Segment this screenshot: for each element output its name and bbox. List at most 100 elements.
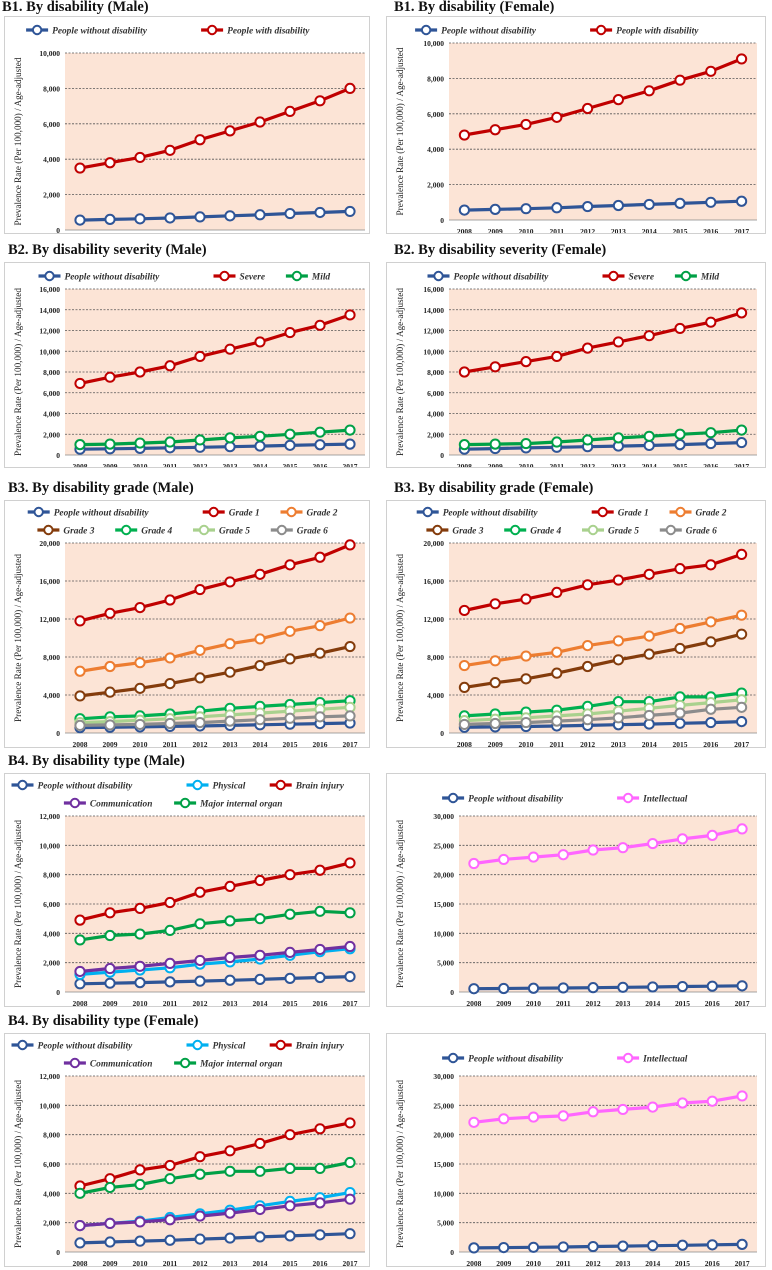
series-line-communication: [79, 1197, 351, 1228]
data-point: [468, 1116, 480, 1128]
data-point: [527, 1241, 540, 1253]
x-tick-label: 2017: [343, 1259, 358, 1266]
data-point: [736, 980, 748, 992]
data-point: [254, 973, 266, 985]
legend-item-communication: Communication: [63, 1057, 153, 1070]
data-point: [612, 696, 624, 708]
data-point: [489, 438, 501, 450]
legend-label: Communication: [90, 1060, 153, 1070]
y-tick-label: 25,000: [433, 841, 454, 850]
legend-swatch-marker: [43, 524, 54, 536]
y-tick-label: 20,000: [423, 539, 444, 548]
series-severe: [458, 307, 748, 378]
data-point: [134, 437, 146, 449]
data-point: [314, 711, 326, 723]
legend-item-physical: Physical: [186, 779, 246, 792]
legend-label: Grade 2: [307, 509, 338, 519]
data-point: [254, 430, 266, 442]
data-point: [314, 319, 326, 331]
y-tick-label: 4,000: [43, 691, 60, 700]
legend-label: Severe: [240, 273, 266, 283]
data-point: [254, 659, 266, 672]
data-point: [314, 206, 326, 219]
y-tick-label: 6,000: [43, 120, 60, 129]
data-point: [104, 929, 116, 942]
data-point: [705, 316, 717, 328]
chart-svg-b4m: 0 2,000 4,000 6,000 8,000 10,000 12,000 2008 200…: [11, 779, 365, 1006]
x-tick-label: 2017: [734, 462, 749, 467]
data-point: [676, 980, 689, 993]
data-point: [736, 424, 748, 436]
y-tick-label: 8,000: [427, 653, 444, 662]
y-tick-label: 10,000: [39, 347, 60, 356]
data-point: [134, 657, 146, 669]
data-point: [489, 677, 501, 689]
y-axis-label: Prevalence Rate (Per 100,000) / Age-adju…: [395, 47, 405, 215]
data-point: [224, 880, 236, 893]
x-tick-label: 2012: [580, 462, 595, 467]
series-line-people-with-disability: [79, 86, 351, 170]
legend-swatch-marker: [665, 524, 676, 536]
x-tick-label: 2008: [466, 1259, 481, 1266]
x-tick-label: 2011: [163, 1259, 178, 1266]
data-point: [164, 1159, 176, 1172]
y-tick-label: 2,000: [43, 430, 60, 439]
data-point: [104, 371, 116, 383]
series-line-grade-3: [79, 645, 351, 698]
x-tick-label: 2010: [133, 1259, 148, 1266]
data-point: [314, 943, 326, 956]
data-point: [74, 934, 86, 946]
series-line-severe: [79, 313, 351, 385]
legend-label: Grade 1: [618, 509, 649, 519]
y-tick-label: 5,000: [437, 1219, 454, 1228]
series-line-grade-5: [79, 705, 351, 725]
data-point: [489, 203, 501, 215]
y-tick-label: 0: [56, 226, 60, 233]
data-point: [643, 85, 655, 97]
legend-swatch-marker: [198, 524, 210, 536]
legend-item-grade-6: Grade 6: [659, 524, 717, 537]
data-point: [284, 712, 296, 724]
data-point: [74, 214, 86, 226]
data-point: [194, 954, 206, 967]
legend-swatch-marker: [447, 1052, 459, 1064]
y-tick-label: 10,000: [433, 929, 454, 938]
data-point: [164, 678, 176, 690]
data-point: [134, 1216, 146, 1228]
y-tick-label: 8,000: [427, 368, 444, 377]
series-line-people-with-disability: [464, 57, 743, 137]
data-point: [74, 965, 86, 978]
data-point: [520, 593, 532, 605]
data-point: [643, 198, 655, 211]
data-point: [557, 1241, 569, 1253]
data-point: [705, 427, 717, 439]
data-point: [224, 915, 236, 927]
data-point: [527, 982, 540, 994]
series-line-grade-6: [464, 705, 742, 726]
legend-swatch-marker: [179, 1057, 191, 1069]
data-point: [736, 628, 748, 640]
data-point: [705, 636, 717, 648]
data-point: [344, 907, 356, 919]
y-tick-label: 4,000: [43, 410, 60, 419]
data-point: [643, 630, 655, 642]
x-tick-label: 2016: [313, 999, 328, 1006]
data-point: [74, 439, 86, 451]
legend-swatch-marker: [192, 779, 203, 791]
legend-swatch-marker: [587, 524, 599, 536]
legend-item-people-without-disability: People without disability: [442, 1052, 564, 1065]
y-tick-label: 10,000: [433, 1189, 454, 1198]
legend-label: People without disability: [468, 1055, 564, 1065]
data-point: [344, 612, 356, 624]
legend-item-people-without-disability: People without disability: [427, 270, 549, 283]
data-point: [612, 336, 624, 348]
data-point: [314, 1229, 326, 1241]
legend-label: Grade 5: [219, 527, 250, 537]
y-tick-label: 2,000: [427, 430, 444, 439]
x-tick-label: 2009: [488, 227, 503, 233]
data-point: [194, 211, 206, 223]
y-tick-label: 8,000: [427, 74, 444, 83]
series-line-people-without-disability: [79, 975, 351, 986]
data-point: [582, 640, 594, 652]
y-tick-label: 0: [450, 988, 454, 997]
